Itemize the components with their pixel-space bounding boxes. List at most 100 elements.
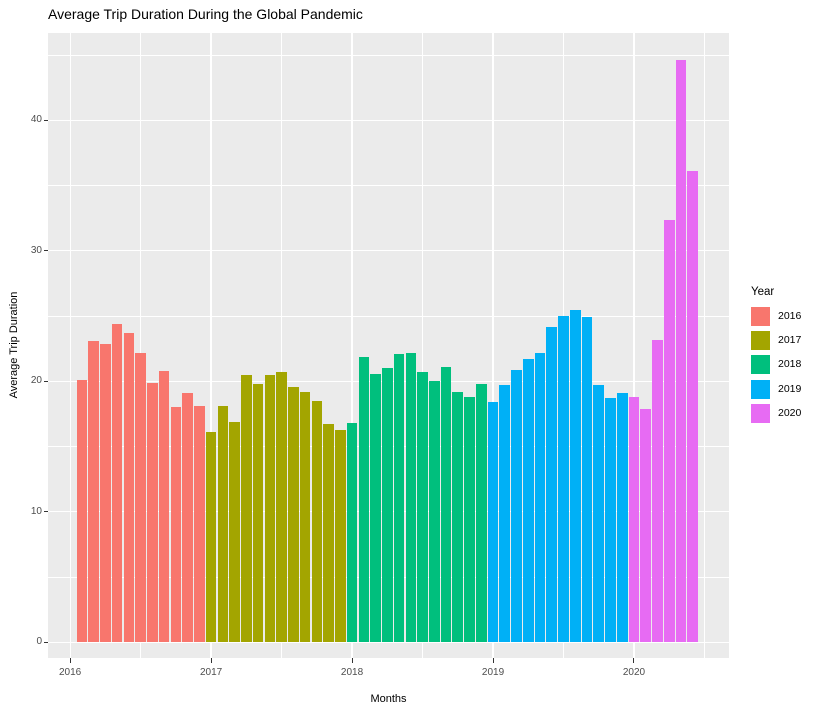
gridline-minor-x: [281, 33, 282, 658]
x-tick-label: 2017: [199, 667, 223, 678]
bar-2019-11: [605, 398, 616, 643]
bar-2017-01: [205, 432, 217, 643]
gridline-minor-x: [704, 33, 705, 658]
bar-2020-03: [652, 339, 663, 643]
legend-title: Year: [751, 286, 775, 298]
gridline-minor-y: [48, 315, 729, 317]
bar-2020-02: [640, 408, 651, 643]
legend-swatch-2017: [751, 331, 770, 351]
bar-2016-12: [194, 406, 205, 643]
bar-2016-10: [170, 407, 182, 643]
legend-label: 2020: [778, 406, 802, 419]
legend-swatch-2016: [751, 307, 770, 326]
bar-2019-07: [558, 316, 569, 643]
bar-2018-04: [382, 368, 393, 643]
bar-2016-08: [147, 382, 158, 643]
bar-2017-03: [229, 421, 240, 643]
gridline-minor-y: [48, 185, 729, 186]
x-tick-mark: [69, 658, 71, 663]
gridline-major-y: [48, 250, 729, 252]
legend-item-2016: 2016: [751, 307, 821, 326]
bar-2019-09: [581, 317, 593, 643]
bar-2019-08: [569, 309, 581, 643]
bar-2020-01: [628, 397, 640, 643]
x-tick-label: 2019: [481, 667, 505, 678]
bar-2018-07: [417, 372, 428, 643]
bar-2016-11: [182, 393, 193, 643]
bar-2018-12: [475, 383, 487, 643]
bar-2016-07: [135, 352, 146, 643]
y-tick-label: 30: [30, 244, 42, 256]
bar-2020-05: [675, 60, 687, 643]
y-tick-mark: [43, 380, 48, 382]
bar-2018-10: [452, 391, 464, 643]
legend-item-2019: 2019: [751, 379, 821, 399]
legend-swatch-2020: [751, 403, 770, 423]
gridline-minor-x: [140, 33, 141, 658]
x-tick-mark: [351, 658, 353, 663]
legend-swatch-2019: [751, 379, 770, 399]
legend-item-2017: 2017: [751, 331, 821, 351]
gridline-major-y: [48, 641, 729, 643]
bar-2019-04: [522, 359, 534, 643]
y-tick-mark: [43, 511, 48, 513]
legend-swatch-2018: [751, 355, 770, 375]
bar-2019-03: [511, 369, 522, 643]
y-tick-label: 40: [30, 114, 42, 126]
bar-2016-06: [123, 333, 135, 643]
bar-2017-10: [311, 400, 323, 643]
gridline-major-x: [633, 33, 635, 658]
bar-2019-05: [534, 352, 546, 643]
gridline-major-x: [69, 33, 71, 658]
bar-2017-05: [252, 383, 264, 643]
bar-2018-01: [346, 423, 358, 643]
bar-2019-02: [499, 385, 511, 643]
bar-2020-04: [663, 219, 675, 643]
x-axis-title: Months: [370, 693, 407, 705]
x-tick-label: 2020: [622, 667, 646, 678]
x-tick-mark: [633, 658, 635, 663]
bar-2016-03: [88, 340, 99, 643]
bar-2016-02: [76, 380, 88, 643]
bar-2018-02: [358, 356, 370, 643]
gridline-major-x: [351, 33, 353, 658]
bar-2019-12: [616, 393, 628, 643]
y-tick-label: 20: [30, 375, 42, 387]
bar-2017-06: [264, 374, 276, 643]
legend-label: 2019: [778, 382, 802, 395]
bar-2017-09: [299, 391, 311, 643]
legend: Year 2016 2017 2018 2019 2020: [751, 286, 821, 428]
bar-2016-05: [111, 323, 123, 643]
bar-2018-11: [464, 397, 475, 643]
legend-label: 2016: [778, 310, 802, 322]
gridline-minor-y: [48, 54, 729, 56]
gridline-major-x: [492, 33, 494, 658]
bar-2016-04: [100, 343, 111, 643]
legend-item-2018: 2018: [751, 355, 821, 375]
x-tick-mark: [210, 658, 212, 663]
bar-2017-11: [323, 424, 334, 643]
bar-2020-06: [687, 171, 698, 643]
x-tick-label: 2016: [59, 667, 82, 678]
bar-2017-02: [217, 406, 229, 643]
bar-2019-01: [487, 402, 499, 643]
y-tick-label: 0: [36, 636, 42, 648]
bar-2019-06: [546, 326, 558, 643]
bar-2018-09: [440, 367, 452, 643]
bar-2018-03: [370, 373, 381, 643]
y-tick-mark: [43, 119, 48, 121]
bar-2019-10: [593, 385, 605, 643]
y-tick-mark: [43, 250, 48, 252]
gridline-minor-x: [422, 33, 423, 658]
bar-2018-06: [405, 352, 417, 643]
gridline-major-y: [48, 119, 729, 121]
bar-2016-09: [158, 370, 170, 643]
x-tick-label: 2018: [340, 667, 364, 678]
bar-2018-05: [393, 353, 405, 643]
bar-2017-12: [335, 429, 346, 643]
x-tick-mark: [492, 658, 494, 663]
bar-2018-08: [429, 381, 440, 643]
bar-2017-08: [288, 386, 299, 643]
legend-item-2020: 2020: [751, 403, 821, 423]
